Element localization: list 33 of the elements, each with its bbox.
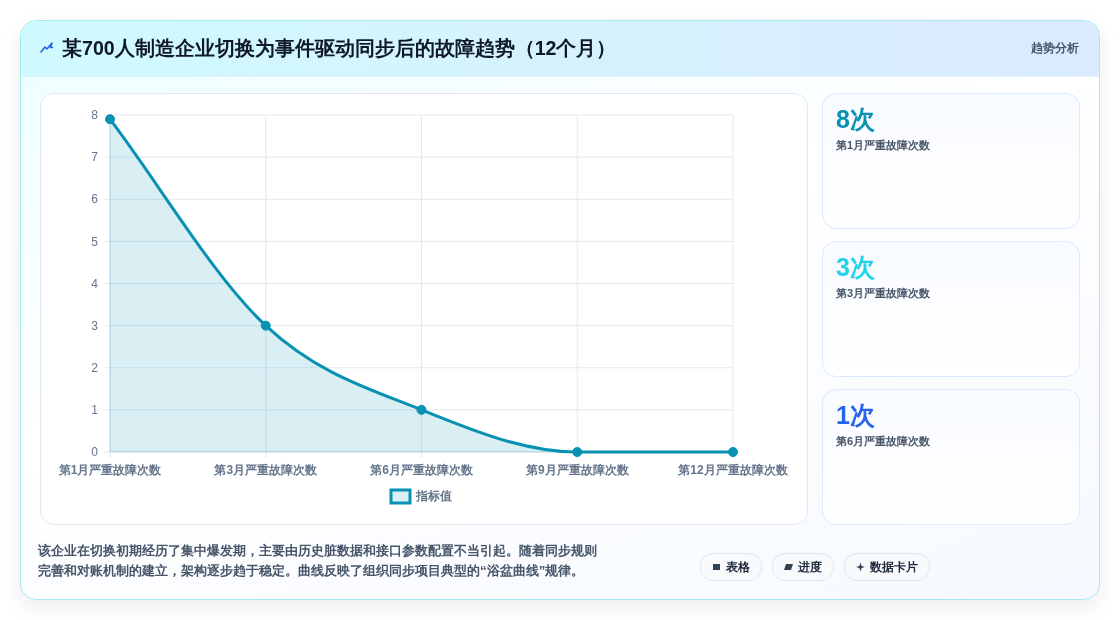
text: 8次	[836, 104, 875, 135]
text: 1次	[836, 400, 875, 431]
point	[728, 447, 738, 457]
tag-chip: 数据卡片	[844, 553, 930, 581]
chart-title: 某700人制造企业切换为事件驱动同步后的故障趋势（12个月）	[62, 36, 617, 60]
x-tick-label: 第9月严重故障次数	[524, 463, 630, 477]
y-tick-label: 4	[91, 276, 99, 291]
text: 该企业在切换初期经历了集中爆发期，主要由历史脏数据和接口参数配置不当引起。随着同步规则完善和对账机制的建立，架构逐步趋于稳定。曲线反映了组织同步项目典型的“浴盆曲线”规律。	[38, 542, 598, 580]
x-tick-label: 第1月严重故障次数	[57, 463, 163, 477]
x-tick-label: 第12月严重故障次数	[677, 463, 789, 477]
point	[260, 320, 271, 331]
text: 趋势分析	[1031, 40, 1079, 56]
text: 第1月严重故障次数	[836, 138, 931, 153]
tag-chip: 进度	[772, 553, 834, 581]
y-tick-label: 1	[91, 403, 99, 418]
point	[572, 447, 583, 457]
y-tick-label: 8	[91, 108, 99, 123]
y-tick-label: 5	[91, 234, 99, 249]
y-tick-label: 3	[91, 318, 99, 333]
y-tick-label: 7	[91, 150, 99, 165]
tag-chip: 表格	[700, 553, 762, 581]
y-tick-label: 6	[91, 192, 99, 207]
text: 3次	[836, 252, 875, 283]
x-tick-label: 第6月严重故障次数	[369, 463, 474, 477]
point	[416, 404, 427, 415]
x-tick-label: 第3月严重故障次数	[213, 463, 319, 477]
text: 第6月严重故障次数	[836, 434, 931, 449]
y-tick-label: 0	[91, 445, 99, 460]
text: 第3月严重故障次数	[836, 286, 931, 301]
legend: 指标值	[389, 488, 452, 505]
y-tick-label: 2	[91, 360, 99, 375]
legend-label: 指标值	[415, 489, 452, 504]
point	[105, 114, 115, 125]
